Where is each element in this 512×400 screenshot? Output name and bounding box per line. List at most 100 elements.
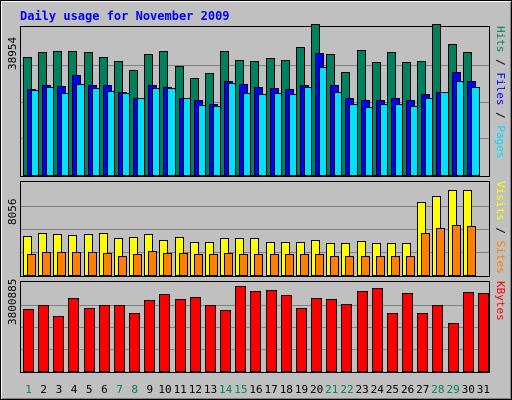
- bar-kbytes-day-18: [281, 295, 292, 372]
- bar-kbytes-day-7: [114, 305, 125, 372]
- bar-pages-day-10: [167, 88, 176, 176]
- legend-files: Files: [494, 72, 507, 105]
- bar-kbytes-day-8: [129, 313, 140, 372]
- x-tick-day-1: 1: [25, 383, 32, 396]
- bar-sites-day-3: [57, 252, 66, 276]
- bar-sites-day-28: [436, 228, 445, 276]
- panel-pages-files-hits: 38954 Hits / Files / Pages: [6, 24, 507, 177]
- bar-sites-day-25: [391, 256, 400, 276]
- x-tick-day-10: 10: [158, 383, 171, 396]
- bar-sites-day-21: [330, 256, 339, 276]
- bar-sites-day-23: [361, 256, 370, 276]
- bar-kbytes-day-10: [159, 294, 170, 372]
- x-tick-day-27: 27: [416, 383, 429, 396]
- x-tick-day-22: 22: [340, 383, 353, 396]
- bar-sites-day-1: [27, 254, 36, 276]
- bar-pages-day-30: [471, 87, 480, 176]
- bar-kbytes-day-15: [235, 286, 246, 372]
- ymax-label-pages-files-hits: 38954: [6, 37, 19, 70]
- bar-sites-day-27: [421, 233, 430, 276]
- x-tick-day-7: 7: [116, 383, 123, 396]
- bar-sites-day-7: [118, 256, 127, 276]
- x-tick-day-29: 29: [446, 383, 459, 396]
- bar-sites-day-10: [163, 253, 172, 276]
- bar-sites-day-17: [270, 254, 279, 276]
- ymax-label-visits-sites: 8056: [6, 199, 19, 226]
- x-tick-day-19: 19: [295, 383, 308, 396]
- x-tick-day-5: 5: [86, 383, 93, 396]
- bar-sites-day-29: [452, 225, 461, 276]
- bar-kbytes-day-24: [372, 288, 383, 372]
- chart-panels: 38954 Hits / Files / Pages 8056 Visits / Si…: [6, 24, 507, 373]
- bar-kbytes-day-11: [175, 299, 186, 372]
- bar-pages-day-4: [76, 84, 85, 176]
- bar-sites-day-11: [179, 253, 188, 276]
- x-tick-day-25: 25: [386, 383, 399, 396]
- bar-pages-day-28: [440, 92, 449, 176]
- x-tick-day-23: 23: [356, 383, 369, 396]
- ymax-label-kbytes: 3800885: [6, 279, 19, 325]
- x-tick-day-15: 15: [234, 383, 247, 396]
- legend-pages-files-hits: Hits / Files / Pages: [494, 26, 507, 159]
- bar-kbytes-day-31: [478, 293, 489, 372]
- bar-kbytes-day-26: [402, 293, 413, 372]
- bar-kbytes-day-25: [387, 313, 398, 372]
- x-tick-day-12: 12: [189, 383, 202, 396]
- bar-kbytes-day-5: [84, 308, 95, 372]
- bar-sites-day-18: [285, 254, 294, 276]
- bar-kbytes-day-13: [205, 305, 216, 372]
- legend-separator: /: [494, 221, 507, 241]
- bar-sites-day-2: [42, 252, 51, 276]
- x-tick-day-14: 14: [219, 383, 233, 396]
- bar-kbytes-day-6: [99, 305, 110, 372]
- x-tick-day-2: 2: [40, 383, 47, 396]
- bar-sites-day-13: [209, 254, 218, 276]
- bar-kbytes-day-19: [296, 308, 307, 372]
- x-tick-day-13: 13: [204, 383, 217, 396]
- x-axis-day-labels: 1 2 3 4 5 6 7 8 9 10 11 12 13 14 15 16 17 18 19 20 21 22 23 24 2…: [25, 383, 490, 396]
- x-tick-day-20: 20: [310, 383, 323, 396]
- legend-hits: Hits: [494, 26, 507, 53]
- x-tick-day-26: 26: [401, 383, 414, 396]
- x-tick-day-9: 9: [147, 383, 154, 396]
- legend-kbytes: KBytes: [494, 281, 507, 321]
- x-tick-day-8: 8: [131, 383, 138, 396]
- bar-kbytes-day-12: [190, 297, 201, 372]
- bar-kbytes-day-23: [357, 291, 368, 372]
- x-tick-day-28: 28: [431, 383, 444, 396]
- bar-kbytes-day-4: [68, 298, 79, 372]
- bar-sites-day-30: [467, 226, 476, 276]
- legend-separator: /: [494, 106, 507, 126]
- bar-sites-day-19: [300, 254, 309, 276]
- bar-kbytes-day-28: [432, 305, 443, 372]
- legend-kbytes: KBytes: [494, 281, 507, 321]
- panel-kbytes: 3800885 KBytes: [6, 279, 507, 373]
- bar-kbytes-day-14: [220, 310, 231, 372]
- bar-kbytes-day-3: [53, 316, 64, 372]
- bar-pages-day-16: [258, 94, 267, 176]
- bar-sites-day-20: [315, 254, 324, 276]
- bar-kbytes-day-16: [250, 291, 261, 372]
- bar-kbytes-day-30: [463, 292, 474, 372]
- bar-kbytes-day-9: [144, 300, 155, 372]
- x-tick-day-31: 31: [477, 383, 490, 396]
- legend-separator: /: [494, 53, 507, 73]
- bar-kbytes-day-29: [448, 323, 459, 372]
- bar-sites-day-22: [345, 256, 354, 276]
- bar-kbytes-day-27: [417, 313, 428, 372]
- bar-sites-day-8: [133, 254, 142, 276]
- bar-kbytes-day-1: [23, 309, 34, 372]
- bar-kbytes-day-17: [266, 290, 277, 372]
- bar-sites-day-15: [239, 254, 248, 276]
- legend-pages: Pages: [494, 125, 507, 158]
- legend-sites: Sites: [494, 241, 507, 274]
- bar-sites-day-16: [254, 254, 263, 276]
- x-tick-day-11: 11: [174, 383, 187, 396]
- x-tick-day-21: 21: [325, 383, 338, 396]
- legend-visits-sites: Visits / Sites: [494, 181, 507, 274]
- chart-title: Daily usage for November 2009: [20, 9, 230, 23]
- x-tick-day-4: 4: [71, 383, 78, 396]
- bar-sites-day-12: [194, 254, 203, 276]
- bar-pages-day-22: [349, 104, 358, 176]
